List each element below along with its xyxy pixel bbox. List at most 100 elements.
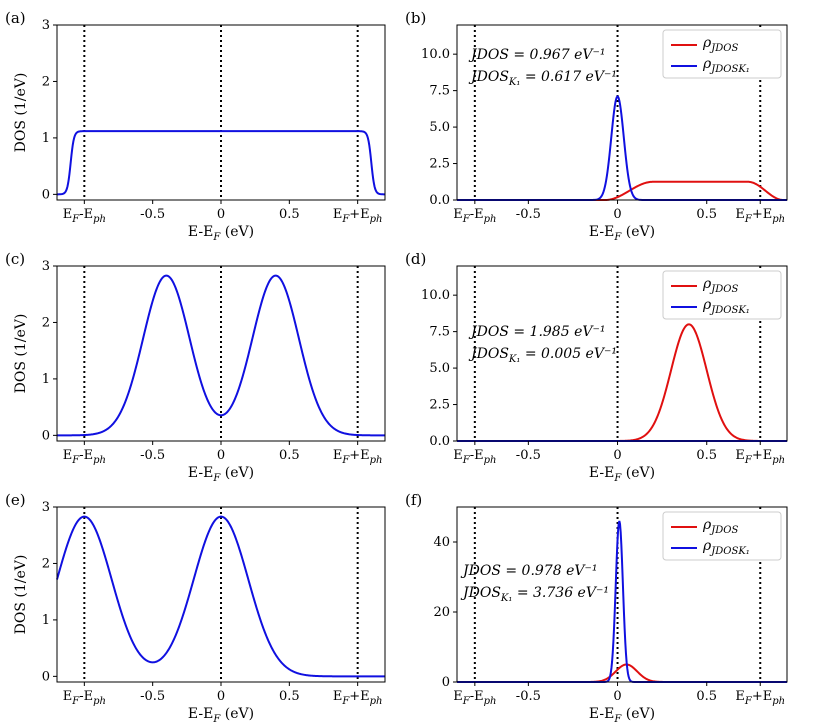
x-tick-label: EF-Eph <box>63 207 106 225</box>
x-tick-label: 0 <box>217 207 225 222</box>
x-tick-label: 0.5 <box>279 689 300 704</box>
x-tick-label: -0.5 <box>140 207 165 222</box>
y-tick-label: 40 <box>433 535 450 550</box>
jdos-annotation: JDOSK₁ = 3.736 eV⁻¹ <box>460 585 609 604</box>
x-tick-label: EF-Eph <box>453 207 496 225</box>
y-tick-label: 0 <box>42 428 50 443</box>
x-tick-label: 0.5 <box>696 207 717 222</box>
y-tick-label: 10.0 <box>421 288 450 303</box>
plot-frame <box>456 506 788 683</box>
panel-label: (a) <box>5 9 26 27</box>
x-tick-label: 0.5 <box>279 448 300 463</box>
panel-c: (c) 0 1 2 3 EF-Eph -0.5 0 0.5 EF+Eph E-EF (eV) DOS … <box>5 250 386 484</box>
jdos-annotation: JDOS = 0.967 eV⁻¹ <box>468 47 605 63</box>
legend: ρJDOS ρJDOSK₁ <box>662 511 782 561</box>
series-line <box>457 95 787 201</box>
panel-label: (f) <box>405 491 422 509</box>
y-tick-label: 2.5 <box>429 157 450 172</box>
y-tick-label: 2 <box>42 315 50 330</box>
y-tick-label: 5.0 <box>429 120 450 135</box>
series-line <box>57 274 385 437</box>
y-tick-label: 10.0 <box>421 47 450 62</box>
legend: ρJDOS ρJDOSK₁ <box>662 270 782 320</box>
legend-entry: ρJDOSK₁ <box>702 297 750 316</box>
panel-b: (b) 0.0 2.5 5.0 7.5 10.0 EF-Eph -0.5 0 0.5 EF+Eph E… <box>405 9 788 243</box>
jdos-annotation: JDOSK₁ = 0.617 eV⁻¹ <box>468 69 617 88</box>
x-axis-label: E-EF (eV) <box>589 224 655 243</box>
x-tick-label: -0.5 <box>516 207 541 222</box>
x-tick-label: -0.5 <box>516 448 541 463</box>
series-line <box>56 130 386 196</box>
legend-entry: ρJDOS <box>702 517 738 536</box>
y-tick-label: 1 <box>42 131 50 146</box>
y-tick-label: 2 <box>42 556 50 571</box>
y-tick-label: 0.0 <box>429 434 450 449</box>
y-tick-label: 1 <box>42 613 50 628</box>
x-axis-label: E-EF (eV) <box>589 706 655 723</box>
plot-frame <box>456 265 788 442</box>
y-tick-label: 1 <box>42 372 50 387</box>
x-tick-label: 0 <box>613 207 621 222</box>
x-axis-label: E-EF (eV) <box>589 465 655 484</box>
y-tick-label: 7.5 <box>429 84 450 99</box>
x-tick-label: -0.5 <box>140 689 165 704</box>
x-tick-label: EF-Eph <box>63 448 106 466</box>
panel-label: (e) <box>5 491 26 509</box>
x-tick-label: 0 <box>217 448 225 463</box>
x-tick-label: EF-Eph <box>63 689 106 707</box>
y-tick-label: 2.5 <box>429 398 450 413</box>
y-tick-label: 3 <box>42 259 50 274</box>
x-tick-label: 0 <box>613 448 621 463</box>
x-tick-label: 0.5 <box>696 448 717 463</box>
x-tick-label: EF+Eph <box>735 207 785 225</box>
y-tick-label: 20 <box>433 605 450 620</box>
y-tick-label: 0 <box>42 187 50 202</box>
panel-a: (a) 0 1 2 3 EF-Eph -0.5 0 0.5 EF+Eph E-EF (eV) DOS … <box>5 9 386 243</box>
y-tick-label: 0.0 <box>429 193 450 208</box>
x-tick-label: EF+Eph <box>333 207 383 225</box>
x-tick-label: 0 <box>217 689 225 704</box>
series-line <box>457 663 787 683</box>
legend-entry: ρJDOSK₁ <box>702 538 750 557</box>
y-axis-label: DOS (1/eV) <box>13 73 29 153</box>
x-tick-label: 0 <box>613 689 621 704</box>
y-tick-label: 0 <box>42 669 50 684</box>
panel-label: (c) <box>5 250 25 268</box>
plot-frame <box>456 24 788 201</box>
y-axis-label: DOS (1/eV) <box>13 555 29 635</box>
legend-entry: ρJDOSK₁ <box>702 56 750 75</box>
x-tick-label: 0.5 <box>696 689 717 704</box>
x-tick-label: 0.5 <box>279 207 300 222</box>
jdos-annotation: JDOS = 1.985 eV⁻¹ <box>468 324 605 340</box>
x-axis-label: E-EF (eV) <box>188 465 254 484</box>
y-axis-label: DOS (1/eV) <box>13 314 29 394</box>
panel-d: (d) 0.0 2.5 5.0 7.5 10.0 EF-Eph -0.5 0 0.5 EF+Eph E… <box>405 250 788 484</box>
series-line <box>56 515 385 678</box>
y-tick-label: 0 <box>442 675 450 690</box>
x-tick-label: -0.5 <box>140 448 165 463</box>
y-tick-label: 2 <box>42 74 50 89</box>
y-tick-label: 5.0 <box>429 361 450 376</box>
legend-entry: ρJDOS <box>702 35 738 54</box>
x-tick-label: EF+Eph <box>735 448 785 466</box>
x-axis-label: E-EF (eV) <box>188 706 254 723</box>
y-tick-label: 3 <box>42 500 50 515</box>
x-tick-label: EF+Eph <box>333 689 383 707</box>
x-tick-label: EF+Eph <box>735 689 785 707</box>
x-tick-label: EF+Eph <box>333 448 383 466</box>
y-tick-label: 3 <box>42 18 50 33</box>
y-tick-label: 7.5 <box>429 325 450 340</box>
x-tick-label: -0.5 <box>516 689 541 704</box>
panel-e: (e) 0 1 2 3 EF-Eph -0.5 0 0.5 EF+Eph E-EF (eV) DOS … <box>5 491 386 723</box>
panel-f: (f) 0 20 40 EF-Eph -0.5 0 0.5 EF+Eph E-EF (eV) JDO… <box>405 491 788 723</box>
x-axis-label: E-EF (eV) <box>188 224 254 243</box>
series-line <box>457 323 787 442</box>
x-tick-label: EF-Eph <box>453 689 496 707</box>
jdos-annotation: JDOSK₁ = 0.005 eV⁻¹ <box>468 346 617 365</box>
jdos-annotation: JDOS = 0.978 eV⁻¹ <box>460 563 597 579</box>
panel-label: (d) <box>405 250 426 268</box>
series-line <box>457 180 787 201</box>
x-tick-label: EF-Eph <box>453 448 496 466</box>
legend: ρJDOS ρJDOSK₁ <box>662 29 782 79</box>
panel-label: (b) <box>405 9 426 27</box>
